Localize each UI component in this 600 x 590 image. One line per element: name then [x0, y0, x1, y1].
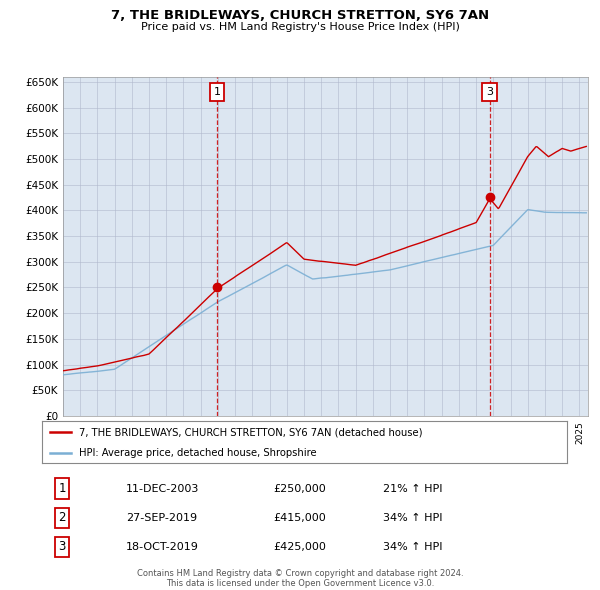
Text: £250,000: £250,000: [273, 484, 326, 493]
Text: £415,000: £415,000: [273, 513, 326, 523]
Text: 27-SEP-2019: 27-SEP-2019: [126, 513, 197, 523]
Text: Contains HM Land Registry data © Crown copyright and database right 2024.
This d: Contains HM Land Registry data © Crown c…: [137, 569, 463, 588]
Text: 21% ↑ HPI: 21% ↑ HPI: [383, 484, 443, 493]
Text: 3: 3: [58, 540, 65, 553]
Text: Price paid vs. HM Land Registry's House Price Index (HPI): Price paid vs. HM Land Registry's House …: [140, 22, 460, 32]
Text: 11-DEC-2003: 11-DEC-2003: [126, 484, 199, 493]
Text: 7, THE BRIDLEWAYS, CHURCH STRETTON, SY6 7AN: 7, THE BRIDLEWAYS, CHURCH STRETTON, SY6 …: [111, 9, 489, 22]
Text: 2: 2: [58, 511, 66, 525]
Text: 3: 3: [487, 87, 493, 97]
Text: £425,000: £425,000: [273, 542, 326, 552]
Text: 7, THE BRIDLEWAYS, CHURCH STRETTON, SY6 7AN (detached house): 7, THE BRIDLEWAYS, CHURCH STRETTON, SY6 …: [79, 427, 422, 437]
Text: 1: 1: [214, 87, 221, 97]
Text: 1: 1: [58, 482, 66, 495]
Text: 18-OCT-2019: 18-OCT-2019: [126, 542, 199, 552]
Text: HPI: Average price, detached house, Shropshire: HPI: Average price, detached house, Shro…: [79, 448, 316, 457]
Text: 34% ↑ HPI: 34% ↑ HPI: [383, 513, 443, 523]
Text: 34% ↑ HPI: 34% ↑ HPI: [383, 542, 443, 552]
